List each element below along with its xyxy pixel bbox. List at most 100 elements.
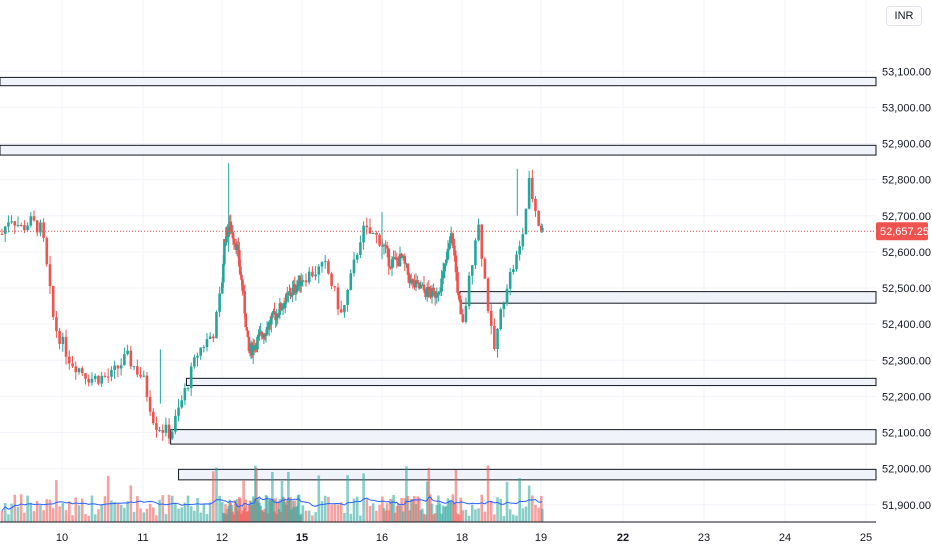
- support-resistance-zones: [0, 76, 877, 481]
- candle-body: [84, 373, 87, 379]
- volume-bar: [362, 473, 365, 522]
- candle-body: [256, 336, 259, 350]
- price-tick-label: 52,100.00: [882, 428, 931, 440]
- candle-body: [387, 248, 391, 267]
- volume-bar: [48, 499, 52, 522]
- volume-bar: [381, 496, 384, 522]
- volume-bar: [23, 512, 26, 522]
- volume-bar: [97, 509, 100, 522]
- volume-bar: [385, 503, 389, 522]
- time-tick-label: 15: [296, 532, 308, 544]
- candle-body: [518, 246, 521, 255]
- candle-body: [271, 312, 274, 318]
- current-price-tag: [876, 222, 928, 241]
- volume-bar: [113, 502, 116, 522]
- volume-bar: [51, 508, 55, 522]
- volume-bar: [384, 510, 387, 522]
- volume-bar: [477, 508, 480, 522]
- candle-body: [368, 227, 372, 234]
- volume-bar: [323, 495, 327, 522]
- candle-body: [425, 287, 429, 297]
- candle-body: [395, 257, 399, 261]
- volume-bar: [320, 501, 324, 522]
- volume-bar: [90, 495, 94, 522]
- volume-bar: [429, 494, 432, 522]
- volume-bar: [427, 467, 431, 522]
- candle-body: [382, 245, 386, 247]
- candle-body: [3, 226, 7, 234]
- candle-body: [422, 284, 426, 291]
- price-tick-label: 52,800.00: [882, 175, 931, 187]
- volume-bar: [527, 485, 531, 522]
- volume-bar: [265, 495, 269, 522]
- candle-body: [433, 291, 437, 298]
- volume-bar: [489, 500, 493, 522]
- candle-body: [232, 238, 236, 244]
- volume-bar: [67, 501, 71, 522]
- volume-bar: [352, 498, 356, 522]
- candle-body: [247, 337, 251, 352]
- candle-body: [375, 232, 378, 235]
- candle-body: [132, 366, 136, 368]
- candle-body: [51, 286, 55, 318]
- candle-body: [531, 178, 534, 199]
- candle-body: [459, 299, 463, 315]
- candle-body: [260, 331, 264, 337]
- time-tick-label: 10: [56, 532, 68, 544]
- volume-bar: [375, 510, 378, 522]
- candle-body: [537, 210, 540, 226]
- price-tick-label: 52,600.00: [882, 247, 931, 259]
- volume-bar: [100, 504, 103, 522]
- candle-body: [311, 271, 314, 277]
- volume-bar: [448, 500, 451, 522]
- time-tick-label: 12: [216, 532, 228, 544]
- volume-bar: [397, 503, 400, 522]
- currency-button[interactable]: INR: [886, 6, 922, 26]
- candle-body: [480, 224, 484, 259]
- candle-body: [283, 302, 287, 309]
- candle-body: [218, 293, 221, 312]
- candle-body: [126, 350, 129, 355]
- volume-bar: [432, 514, 435, 522]
- volume-bar: [409, 498, 413, 522]
- price-zone: [0, 76, 877, 87]
- candle-body: [279, 303, 283, 311]
- candle-body: [267, 321, 271, 330]
- time-tick-label: 24: [779, 532, 791, 544]
- candle-body: [296, 283, 300, 286]
- candle-body: [26, 225, 29, 231]
- candle-body: [215, 311, 218, 339]
- candle-body: [461, 314, 465, 322]
- volume-bar: [521, 508, 525, 522]
- volume-bar: [390, 499, 394, 522]
- volume-bar: [7, 514, 10, 522]
- current-price-value: 52,657.25: [880, 226, 929, 238]
- volume-bar: [136, 496, 139, 522]
- volume-bar: [129, 485, 133, 522]
- volume-bar: [451, 494, 455, 522]
- candle-body: [243, 291, 246, 314]
- volume-bar: [196, 498, 199, 522]
- candle-body: [437, 292, 440, 295]
- volume-bar: [145, 508, 149, 522]
- candle-body: [48, 264, 52, 287]
- candle-body: [193, 357, 196, 367]
- candle-body: [58, 331, 61, 344]
- candle-body: [515, 254, 518, 270]
- candle-body: [496, 328, 499, 349]
- price-zone: [170, 429, 877, 445]
- candle-body: [87, 378, 91, 383]
- candle-body: [470, 265, 474, 276]
- candle-body: [424, 290, 427, 297]
- volume-bar: [142, 512, 146, 522]
- volume-bar: [499, 498, 503, 522]
- price-tick-label: 52,500.00: [882, 283, 931, 295]
- volume-bar: [58, 506, 61, 522]
- candle-body: [493, 325, 496, 349]
- volume-bar: [422, 513, 426, 522]
- candle-body: [100, 375, 103, 384]
- candle-body: [223, 239, 226, 264]
- candle-body: [236, 244, 240, 251]
- candle-body: [129, 350, 133, 367]
